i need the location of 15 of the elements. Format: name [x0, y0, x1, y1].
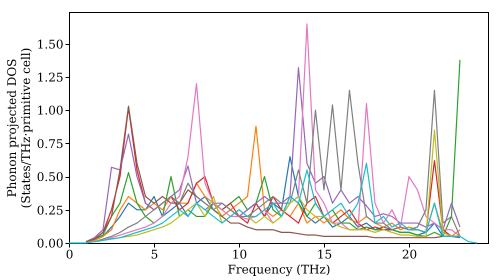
y-tick-label: 0.50	[36, 170, 64, 184]
x-axis-title: Frequency (THz)	[228, 262, 330, 276]
y-tick-label: 0.75	[36, 136, 64, 151]
x-tick-label: 15	[316, 248, 332, 262]
y-axis-title: Phonon projected DOS (States/THz·primitive cell)	[4, 48, 33, 208]
x-tick-label: 5	[150, 248, 158, 262]
line-series	[68, 162, 478, 244]
y-tick-label: 1.25	[36, 70, 64, 85]
y-tick-label: 1.50	[36, 37, 64, 52]
x-tick-label: 0	[66, 248, 74, 262]
y-tick-label: 1.00	[36, 104, 64, 118]
x-tick-label: 20	[402, 248, 418, 262]
y-tick-label: 0.00	[36, 236, 64, 250]
x-tick-label: 10	[232, 248, 248, 262]
y-tick-label: 0.25	[36, 203, 64, 218]
